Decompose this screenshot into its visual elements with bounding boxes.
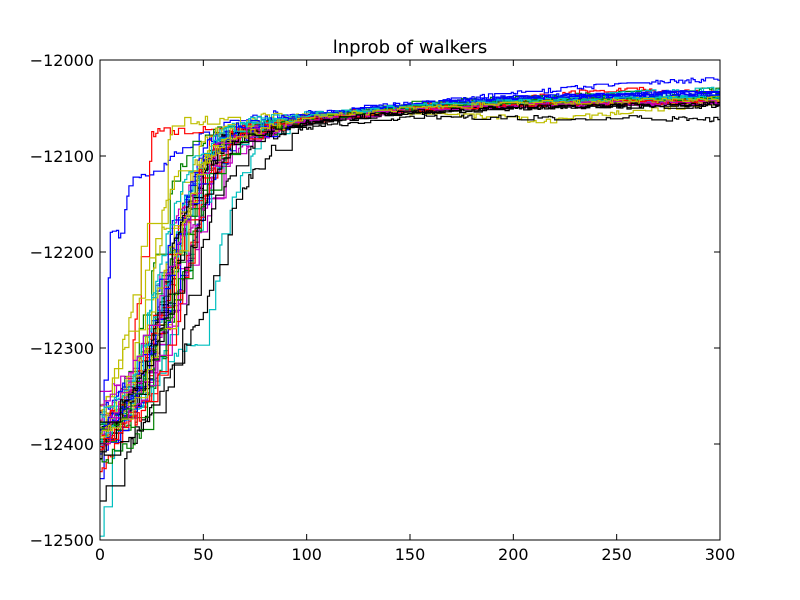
- x-tick-label: 50: [193, 545, 213, 564]
- walker-series-line: [100, 101, 720, 423]
- y-axis: −12000 −12100 −12200 −12300 −12400 −12500: [30, 51, 720, 550]
- walker-series-line: [100, 114, 720, 502]
- y-tick-label: −12100: [30, 147, 94, 166]
- x-axis: 0 50 100 150 200 250 300: [95, 60, 735, 564]
- chart-title: lnprob of walkers: [333, 37, 487, 58]
- y-tick-label: −12300: [30, 339, 94, 358]
- y-tick-label: −12200: [30, 243, 94, 262]
- x-tick-label: 300: [705, 545, 736, 564]
- x-tick-label: 100: [291, 545, 322, 564]
- series-layer: [100, 77, 720, 537]
- walker-series-line: [100, 103, 720, 422]
- x-tick-label: 150: [395, 545, 426, 564]
- x-tick-label: 250: [601, 545, 632, 564]
- x-tick-label: 0: [95, 545, 105, 564]
- y-tick-label: −12500: [30, 531, 94, 550]
- y-tick-label: −12400: [30, 435, 94, 454]
- x-tick-label: 200: [498, 545, 529, 564]
- y-tick-label: −12000: [30, 51, 94, 70]
